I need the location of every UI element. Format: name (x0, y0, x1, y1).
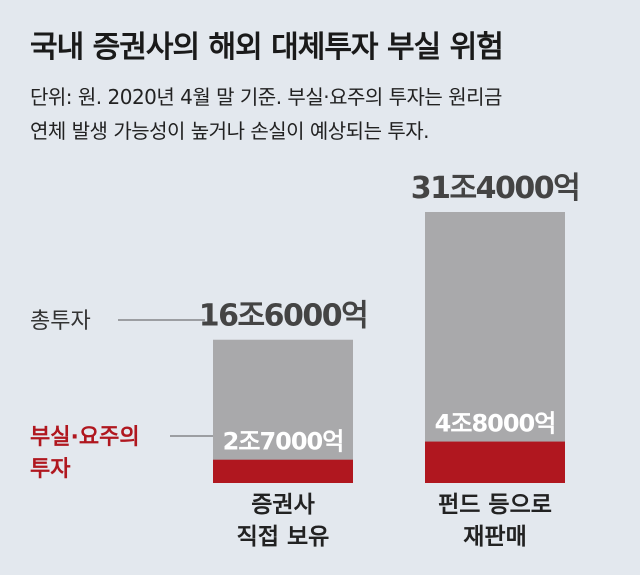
value-label-bad-1: 4조8000억 (435, 410, 556, 438)
bar-bad-1 (425, 441, 565, 483)
subtitle-line-1: 단위: 원. 2020년 4월 말 기준. 부실·요주의 투자는 원리금 (30, 85, 502, 109)
category-label-1-1: 재판매 (463, 524, 526, 550)
series-label-bad-1: 투자 (30, 457, 71, 482)
category-label-1-0: 펀드 등으로 (438, 492, 552, 518)
category-label-0-0: 증권사 (251, 492, 314, 518)
value-label-bad-0: 2조7000억 (223, 428, 344, 456)
series-label-bad-0: 부실·요주의 (30, 425, 140, 450)
series-label-total: 총투자 (30, 309, 91, 334)
subtitle-line-2: 연체 발생 가능성이 높거나 손실이 예상되는 투자. (30, 119, 430, 143)
chart-title: 국내 증권사의 해외 대체투자 부실 위험 (30, 30, 504, 65)
category-label-0-1: 직접 보유 (237, 524, 330, 550)
chart-subtitle: 단위: 원. 2020년 4월 말 기준. 부실·요주의 투자는 원리금 연체 … (30, 80, 630, 148)
value-label-total-1: 31조4000억 (411, 171, 579, 206)
bar-bad-0 (213, 459, 353, 483)
bar-total-1 (425, 212, 565, 483)
bar-total-0 (213, 339, 353, 483)
value-label-total-0: 16조6000억 (199, 299, 367, 334)
